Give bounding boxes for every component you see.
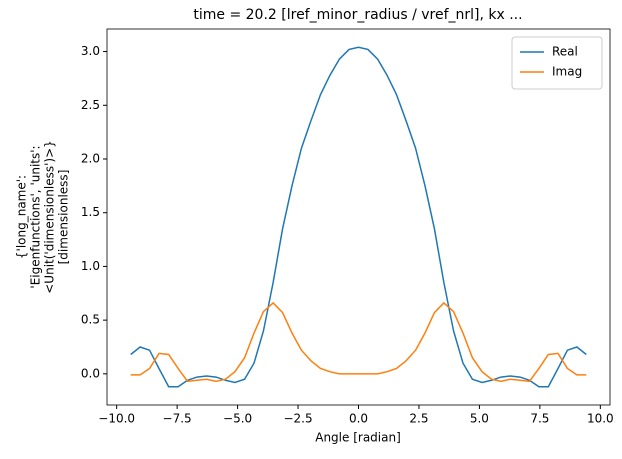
- x-tick-label: 2.5: [409, 412, 428, 426]
- x-tick-label: −2.5: [283, 412, 312, 426]
- y-tick-label: 0.0: [81, 366, 100, 380]
- y-axis-label: [dimensionless]: [57, 170, 71, 265]
- y-axis-label: {'long_name':: [15, 175, 29, 259]
- chart-title: time = 20.2 [lref_minor_radius / vref_nr…: [193, 7, 522, 23]
- y-tick-label: 2.0: [81, 151, 100, 165]
- y-tick-label: 0.5: [81, 313, 100, 327]
- plot-frame: [106, 28, 611, 406]
- y-tick-label: 3.0: [81, 44, 100, 58]
- y-axis-label: 'Eigenfunctions', 'units':: [29, 145, 43, 288]
- x-tick-label: 0.0: [349, 412, 368, 426]
- series-line: [130, 301, 587, 383]
- x-tick-label: 7.5: [530, 412, 549, 426]
- x-tick-label: −7.5: [163, 412, 192, 426]
- y-axis-label: <Unit('dimensionless')>}: [43, 140, 57, 294]
- legend-label: Imag: [552, 65, 582, 79]
- y-tick-label: 2.5: [81, 98, 100, 112]
- y-tick-label: 1.0: [81, 259, 100, 273]
- x-tick-label: 5.0: [470, 412, 489, 426]
- y-tick-label: 1.5: [81, 205, 100, 219]
- series-line: [130, 46, 587, 388]
- x-tick-label: 10.0: [587, 412, 614, 426]
- x-tick-label: −5.0: [223, 412, 252, 426]
- legend-box: [511, 36, 603, 90]
- x-tick-label: −10.0: [98, 412, 135, 426]
- legend-label: Real: [552, 45, 578, 59]
- x-axis-label: Angle [radian]: [315, 431, 401, 445]
